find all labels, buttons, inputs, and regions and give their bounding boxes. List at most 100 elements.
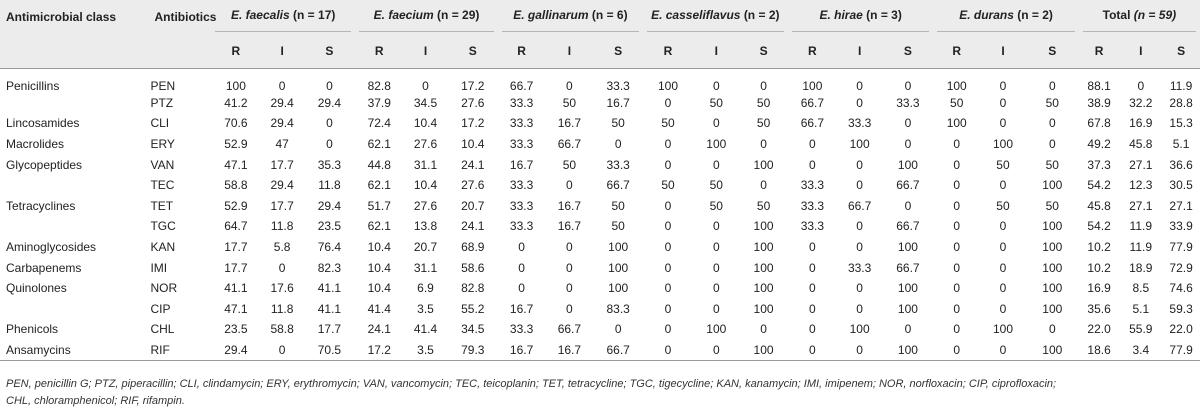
value-cell: 50 bbox=[996, 157, 1010, 172]
value-cell: 20.7 bbox=[461, 198, 485, 213]
value-cell: 0 bbox=[1048, 116, 1056, 131]
species-n: (n = 2) bbox=[1017, 8, 1053, 22]
antibiotic-cell: PEN bbox=[150, 78, 176, 93]
value-cell: 16.7 bbox=[557, 219, 582, 234]
value-cell: 0 bbox=[904, 136, 912, 151]
value-cell: 0 bbox=[278, 342, 286, 357]
value-cell: 0 bbox=[809, 260, 816, 275]
value-cell: 0 bbox=[614, 322, 622, 337]
value-cell: 83.3 bbox=[606, 301, 630, 316]
value-cell: 47 bbox=[275, 136, 289, 151]
table-row: Glycopeptides VAN 47.1 17.7 35.3 44.8 31.1 24.1… bbox=[0, 154, 1200, 175]
value-cell: 0 bbox=[953, 342, 961, 357]
value-cell: 0 bbox=[999, 116, 1007, 131]
value-cell: 50 bbox=[709, 178, 723, 193]
value-cell: 30.5 bbox=[1169, 178, 1193, 193]
value-cell: 0 bbox=[953, 198, 961, 213]
value-cell: 50 bbox=[611, 116, 625, 131]
value-cell: 0 bbox=[566, 239, 573, 254]
header-s: S bbox=[1177, 43, 1186, 58]
value-cell: 0 bbox=[664, 281, 672, 296]
value-cell: 0 bbox=[1048, 136, 1056, 151]
value-cell: 0 bbox=[999, 301, 1007, 316]
value-cell: 29.4 bbox=[224, 342, 248, 357]
table-row: Tetracyclines TET 52.9 17.7 29.4 51.7 27.6 20.7… bbox=[0, 195, 1200, 216]
value-cell: 41.1 bbox=[317, 281, 342, 296]
value-cell: 33.3 bbox=[800, 219, 825, 234]
header-i: I bbox=[857, 43, 862, 58]
value-cell: 66.7 bbox=[509, 78, 534, 93]
value-cell: 50 bbox=[950, 95, 964, 110]
value-cell: 0 bbox=[809, 301, 816, 316]
value-cell: 0 bbox=[712, 157, 720, 172]
header-group: E. faecalis (n = 17) bbox=[211, 0, 354, 34]
value-cell: 100 bbox=[1042, 178, 1063, 193]
value-cell: 17.7 bbox=[224, 239, 248, 254]
value-cell: 100 bbox=[946, 78, 967, 93]
header-s: S bbox=[903, 43, 912, 58]
value-cell: 24.1 bbox=[461, 157, 485, 172]
value-cell: 10.2 bbox=[1087, 260, 1111, 275]
antibiotic-cell: NOR bbox=[150, 281, 178, 296]
value-cell: 100 bbox=[897, 342, 918, 357]
value-cell: 100 bbox=[1042, 260, 1063, 275]
antimicrobial-class-cell: Quinolones bbox=[6, 281, 67, 296]
value-cell: 0 bbox=[614, 136, 622, 151]
value-cell: 41.4 bbox=[413, 322, 438, 337]
header-r: R bbox=[374, 43, 384, 58]
value-cell: 34.5 bbox=[461, 322, 485, 337]
value-cell: 100 bbox=[849, 136, 870, 151]
table-row: PTZ 41.2 29.4 29.4 37.9 34.5 27.6 33.3 50 16.7 0 50… bbox=[0, 93, 1200, 114]
antibiotic-cell: TEC bbox=[150, 178, 175, 193]
antibiotic-cell: KAN bbox=[150, 239, 176, 254]
value-cell: 70.5 bbox=[317, 342, 342, 357]
value-cell: 11.8 bbox=[318, 178, 341, 193]
antimicrobial-class-cell: Ansamycins bbox=[6, 342, 71, 357]
antimicrobial-class-cell: Lincosamides bbox=[6, 116, 80, 131]
header-i: I bbox=[714, 43, 718, 58]
value-cell: 100 bbox=[608, 239, 629, 254]
value-cell: 16.7 bbox=[509, 301, 534, 316]
value-cell: 100 bbox=[706, 136, 727, 151]
antimicrobial-class-cell: Aminoglycosides bbox=[6, 239, 97, 254]
value-cell: 50 bbox=[756, 116, 771, 131]
value-cell: 50 bbox=[1045, 95, 1059, 110]
table-row: Macrolides ERY 52.9 47 0 62.1 27.6 10.4 33.3 66.7… bbox=[0, 134, 1200, 155]
value-cell: 100 bbox=[897, 157, 918, 172]
value-cell: 0 bbox=[760, 78, 767, 93]
table-row: Lincosamides CLI 70.6 29.4 0 72.4 10.4 17.2 33.3… bbox=[0, 113, 1200, 134]
value-cell: 0 bbox=[953, 157, 961, 172]
value-cell: 33.3 bbox=[509, 198, 534, 213]
value-cell: 100 bbox=[706, 322, 727, 337]
value-cell: 0 bbox=[904, 198, 912, 213]
value-cell: 100 bbox=[1042, 219, 1063, 234]
value-cell: 50 bbox=[1045, 157, 1059, 172]
value-cell: 13.8 bbox=[413, 219, 438, 234]
species-name: E. hirae bbox=[819, 8, 863, 22]
value-cell: 22.0 bbox=[1087, 322, 1111, 337]
value-cell: 100 bbox=[802, 78, 823, 93]
value-cell: 10.4 bbox=[413, 178, 438, 193]
value-cell: 88.1 bbox=[1087, 78, 1111, 93]
header-i: I bbox=[1001, 43, 1005, 58]
value-cell: 100 bbox=[849, 322, 870, 337]
species-name: E. faecalis bbox=[230, 8, 290, 22]
value-cell: 0 bbox=[809, 157, 816, 172]
value-cell: 50 bbox=[756, 95, 771, 110]
antimicrobial-class-cell: Tetracyclines bbox=[6, 198, 76, 213]
value-cell: 0 bbox=[999, 342, 1007, 357]
value-cell: 0 bbox=[999, 260, 1007, 275]
value-cell: 29.4 bbox=[270, 95, 294, 110]
value-cell: 77.9 bbox=[1169, 342, 1193, 357]
value-cell: 33.3 bbox=[509, 116, 534, 131]
value-cell: 45.8 bbox=[1087, 198, 1111, 213]
value-cell: 0 bbox=[999, 95, 1007, 110]
value-cell: 23.5 bbox=[317, 219, 342, 234]
value-cell: 37.3 bbox=[1087, 157, 1111, 172]
header-s: S bbox=[614, 43, 623, 58]
antimicrobial-class-cell bbox=[0, 216, 148, 237]
value-cell: 41.1 bbox=[224, 281, 248, 296]
footnote-line: PEN, penicillin G; PTZ, piperacillin; CL… bbox=[6, 378, 1057, 390]
value-cell: 0 bbox=[999, 178, 1007, 193]
value-cell: 16.9 bbox=[1087, 281, 1111, 296]
